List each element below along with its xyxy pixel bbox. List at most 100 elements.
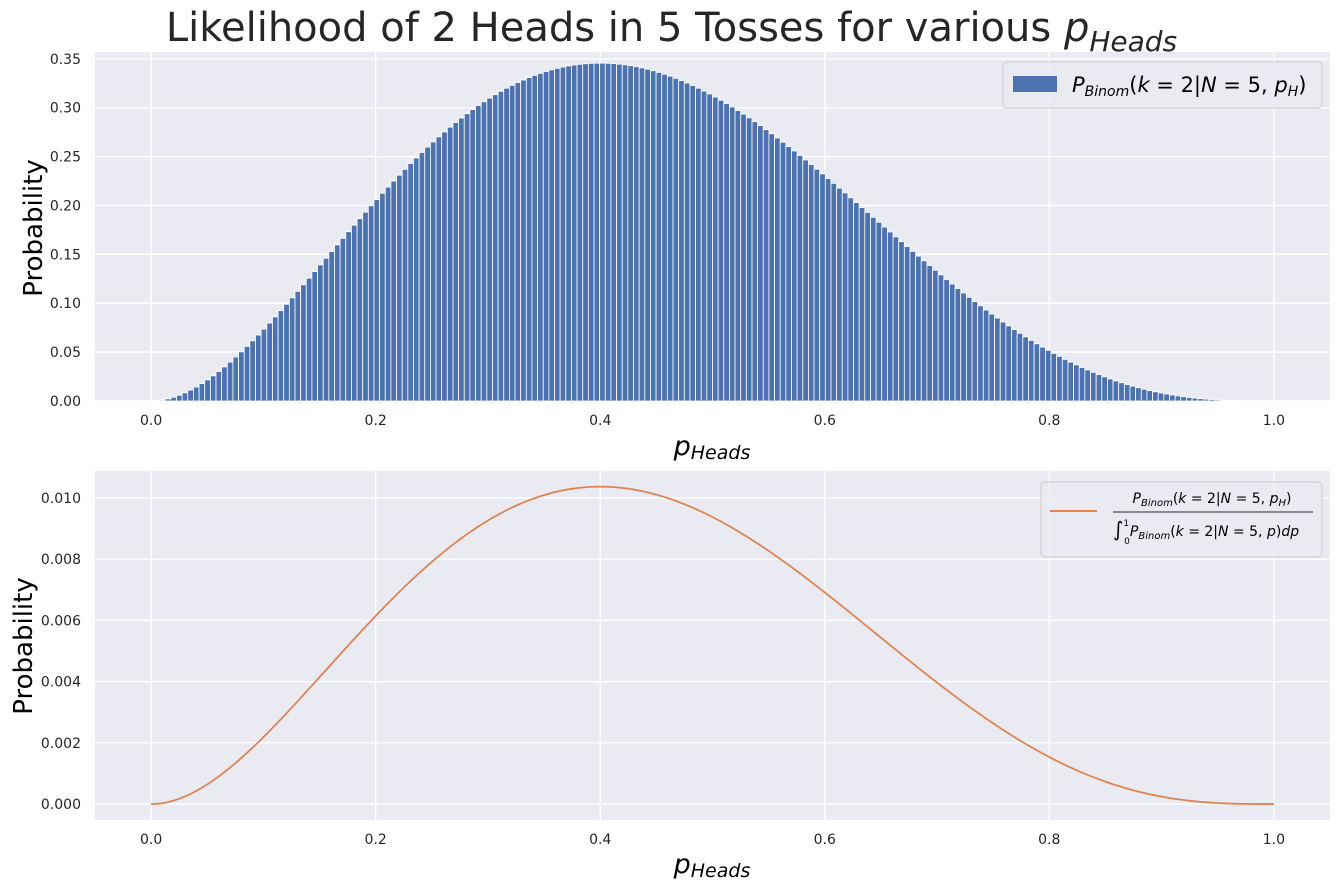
- bar: [435, 136, 443, 402]
- bar: [932, 269, 939, 402]
- bar: [170, 396, 177, 402]
- bar: [1095, 374, 1103, 402]
- bar: [988, 313, 995, 402]
- bar: [1056, 356, 1063, 402]
- bar: [565, 65, 572, 402]
- bar: [401, 168, 409, 402]
- bar: [542, 71, 550, 402]
- bot-x-tick-label: 0.6: [814, 832, 836, 848]
- top-legend-label: PBinom(k = 2|N = 5, pH): [1072, 73, 1306, 100]
- bar: [525, 77, 533, 402]
- bot-x-tick-label: 0.8: [1038, 832, 1060, 848]
- bar: [339, 237, 347, 402]
- bar: [1225, 400, 1232, 402]
- bar: [1022, 336, 1029, 402]
- bar: [305, 277, 313, 402]
- bar: [1202, 398, 1210, 402]
- bar: [909, 250, 917, 402]
- bar: [892, 236, 900, 402]
- bar: [215, 371, 223, 402]
- bar: [294, 290, 302, 402]
- bar: [853, 202, 860, 402]
- bar: [345, 231, 352, 402]
- bar: [864, 212, 871, 402]
- bar: [1016, 332, 1024, 402]
- bar: [604, 62, 612, 402]
- bar: [508, 84, 516, 402]
- bot-y-tick-label: 0.008: [41, 552, 81, 568]
- bar: [695, 87, 702, 402]
- bar: [548, 69, 555, 402]
- bar: [1084, 369, 1091, 402]
- bar: [1107, 378, 1114, 402]
- top-x-tick-label: 0.0: [140, 413, 162, 429]
- bar: [819, 173, 826, 402]
- bar: [221, 366, 228, 402]
- top-x-tick-label: 1.0: [1263, 413, 1285, 429]
- bar: [362, 211, 369, 402]
- bar: [452, 122, 460, 402]
- bar: [1135, 387, 1142, 402]
- bar: [238, 351, 245, 402]
- bar: [1061, 358, 1069, 402]
- bar: [1044, 349, 1052, 402]
- bar: [830, 182, 838, 402]
- top-x-axis-label-base: p: [673, 431, 691, 462]
- bar: [706, 93, 713, 402]
- bar: [249, 340, 256, 402]
- bar: [937, 274, 945, 402]
- bar: [785, 146, 792, 402]
- bar: [181, 392, 189, 402]
- top-y-tick-label: 0.00: [50, 394, 81, 410]
- top-legend-box: [1002, 61, 1323, 109]
- bar: [824, 178, 832, 402]
- bar: [633, 66, 640, 402]
- bar: [898, 241, 905, 402]
- bar: [1011, 329, 1018, 402]
- bar: [486, 97, 493, 402]
- bar: [971, 301, 979, 402]
- chart-title-text: Likelihood of 2 Heads in 5 Tosses for va…: [165, 5, 1064, 51]
- bar: [740, 113, 747, 402]
- bar: [243, 346, 251, 402]
- bar: [774, 137, 781, 402]
- bar: [881, 226, 888, 402]
- bar: [982, 309, 990, 402]
- top-y-axis-label: Probability: [19, 159, 49, 296]
- top-y-tick-label: 0.30: [50, 101, 81, 117]
- bar: [616, 63, 623, 402]
- bar: [627, 65, 634, 402]
- bar: [926, 265, 933, 402]
- bar: [480, 101, 488, 402]
- bar: [384, 186, 392, 402]
- bar: [1039, 346, 1046, 402]
- bar: [1157, 392, 1165, 402]
- top-x-tick-label: 0.2: [365, 413, 387, 429]
- bar: [886, 231, 894, 402]
- bar: [717, 99, 725, 402]
- bar: [593, 62, 601, 402]
- bar: [300, 284, 307, 402]
- bar: [317, 264, 324, 402]
- bar: [791, 150, 798, 402]
- bottom-x-axis-label-base: p: [673, 849, 691, 880]
- bar: [559, 66, 567, 402]
- bar: [949, 283, 956, 402]
- top-x-tick-label: 0.6: [814, 413, 836, 429]
- bar: [463, 113, 471, 402]
- bar: [582, 63, 589, 402]
- bar: [458, 117, 465, 402]
- bar: [723, 103, 730, 402]
- bar: [1197, 398, 1204, 402]
- bar: [441, 131, 448, 402]
- bar: [796, 155, 804, 402]
- bar: [712, 96, 719, 402]
- bar: [943, 279, 950, 402]
- bar: [757, 125, 764, 402]
- bar: [424, 146, 431, 402]
- top-bars: [153, 62, 1272, 402]
- bar: [999, 321, 1007, 402]
- bar: [977, 305, 984, 402]
- bar: [1073, 364, 1080, 402]
- bar: [644, 68, 651, 402]
